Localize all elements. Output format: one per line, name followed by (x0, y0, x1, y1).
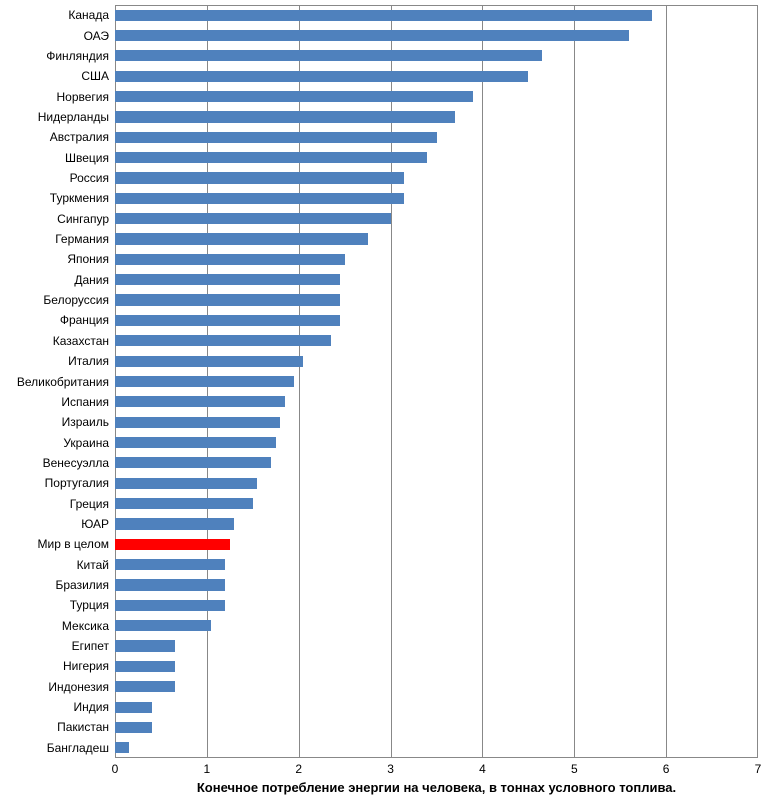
bar (115, 50, 542, 61)
y-tick-label: Испания (61, 396, 109, 408)
bar (115, 559, 225, 570)
bar (115, 640, 175, 651)
y-tick-label: Дания (74, 274, 109, 286)
bar (115, 437, 276, 448)
bar (115, 274, 340, 285)
bar (115, 10, 652, 21)
y-tick-label: Швеция (65, 152, 109, 164)
y-tick-label: Нигерия (63, 660, 109, 672)
bar (115, 620, 211, 631)
bar (115, 315, 340, 326)
x-tick-label: 3 (387, 762, 394, 776)
y-tick-label: Бангладеш (47, 742, 109, 754)
y-tick-label: Турция (70, 599, 109, 611)
bar (115, 111, 455, 122)
bar (115, 417, 280, 428)
gridline (666, 5, 667, 758)
y-tick-label: Пакистан (57, 721, 109, 733)
y-tick-label: Сингапур (57, 213, 109, 225)
y-tick-label: Мексика (62, 620, 109, 632)
bar (115, 681, 175, 692)
x-tick-label: 6 (663, 762, 670, 776)
y-tick-label: Канада (68, 9, 109, 21)
y-tick-label: Белоруссия (43, 294, 109, 306)
y-tick-label: Австралия (50, 131, 109, 143)
y-tick-label: США (81, 70, 109, 82)
x-tick-label: 4 (479, 762, 486, 776)
y-tick-label: Япония (67, 253, 109, 265)
bar (115, 71, 528, 82)
bar (115, 722, 152, 733)
y-tick-label: Китай (77, 559, 109, 571)
x-tick-label: 0 (112, 762, 119, 776)
y-tick-label: Португалия (45, 477, 109, 489)
x-tick-label: 7 (755, 762, 762, 776)
bar (115, 335, 331, 346)
x-tick-label: 5 (571, 762, 578, 776)
bar (115, 30, 629, 41)
y-tick-label: Туркмения (50, 192, 109, 204)
y-tick-label: Норвегия (56, 91, 109, 103)
bar (115, 233, 368, 244)
y-tick-label: Франция (60, 314, 109, 326)
y-tick-label: Индия (74, 701, 109, 713)
y-tick-label: Финляндия (46, 50, 109, 62)
y-tick-label: Индонезия (48, 681, 109, 693)
bar (115, 661, 175, 672)
bar (115, 600, 225, 611)
y-tick-label: Италия (68, 355, 109, 367)
bar (115, 172, 404, 183)
bar (115, 498, 253, 509)
bar (115, 457, 271, 468)
bar (115, 376, 294, 387)
y-tick-label: Россия (70, 172, 109, 184)
bar (115, 478, 257, 489)
x-tick-label: 2 (295, 762, 302, 776)
y-tick-label: Украина (63, 437, 109, 449)
chart-container: 0 1 2 3 4 5 6 7 Канада ОАЭ Финляндия США Норвегия Нид… (0, 0, 767, 804)
y-tick-label: Нидерланды (38, 111, 109, 123)
bar (115, 213, 391, 224)
y-tick-label: Египет (72, 640, 109, 652)
gridline (482, 5, 483, 758)
y-tick-label: Венесуэлла (43, 457, 109, 469)
bar (115, 193, 404, 204)
y-tick-label: Греция (70, 498, 109, 510)
y-tick-label: Израиль (62, 416, 109, 428)
y-tick-label: Казахстан (53, 335, 109, 347)
bar (115, 396, 285, 407)
x-tick-label: 1 (204, 762, 211, 776)
bar (115, 579, 225, 590)
y-tick-label: ОАЭ (84, 30, 109, 42)
bar (115, 152, 427, 163)
bar (115, 91, 473, 102)
bar-highlight (115, 539, 230, 550)
y-tick-label: Мир в целом (38, 538, 110, 550)
bar (115, 518, 234, 529)
x-axis-title: Конечное потребление энергии на человека… (115, 780, 758, 795)
y-tick-label: Великобритания (17, 376, 109, 388)
bar (115, 742, 129, 753)
y-tick-label: ЮАР (81, 518, 109, 530)
bar (115, 356, 303, 367)
y-tick-label: Бразилия (56, 579, 110, 591)
bar (115, 132, 437, 143)
bar (115, 702, 152, 713)
gridline (574, 5, 575, 758)
y-tick-label: Германия (55, 233, 109, 245)
bar (115, 254, 345, 265)
bar (115, 294, 340, 305)
